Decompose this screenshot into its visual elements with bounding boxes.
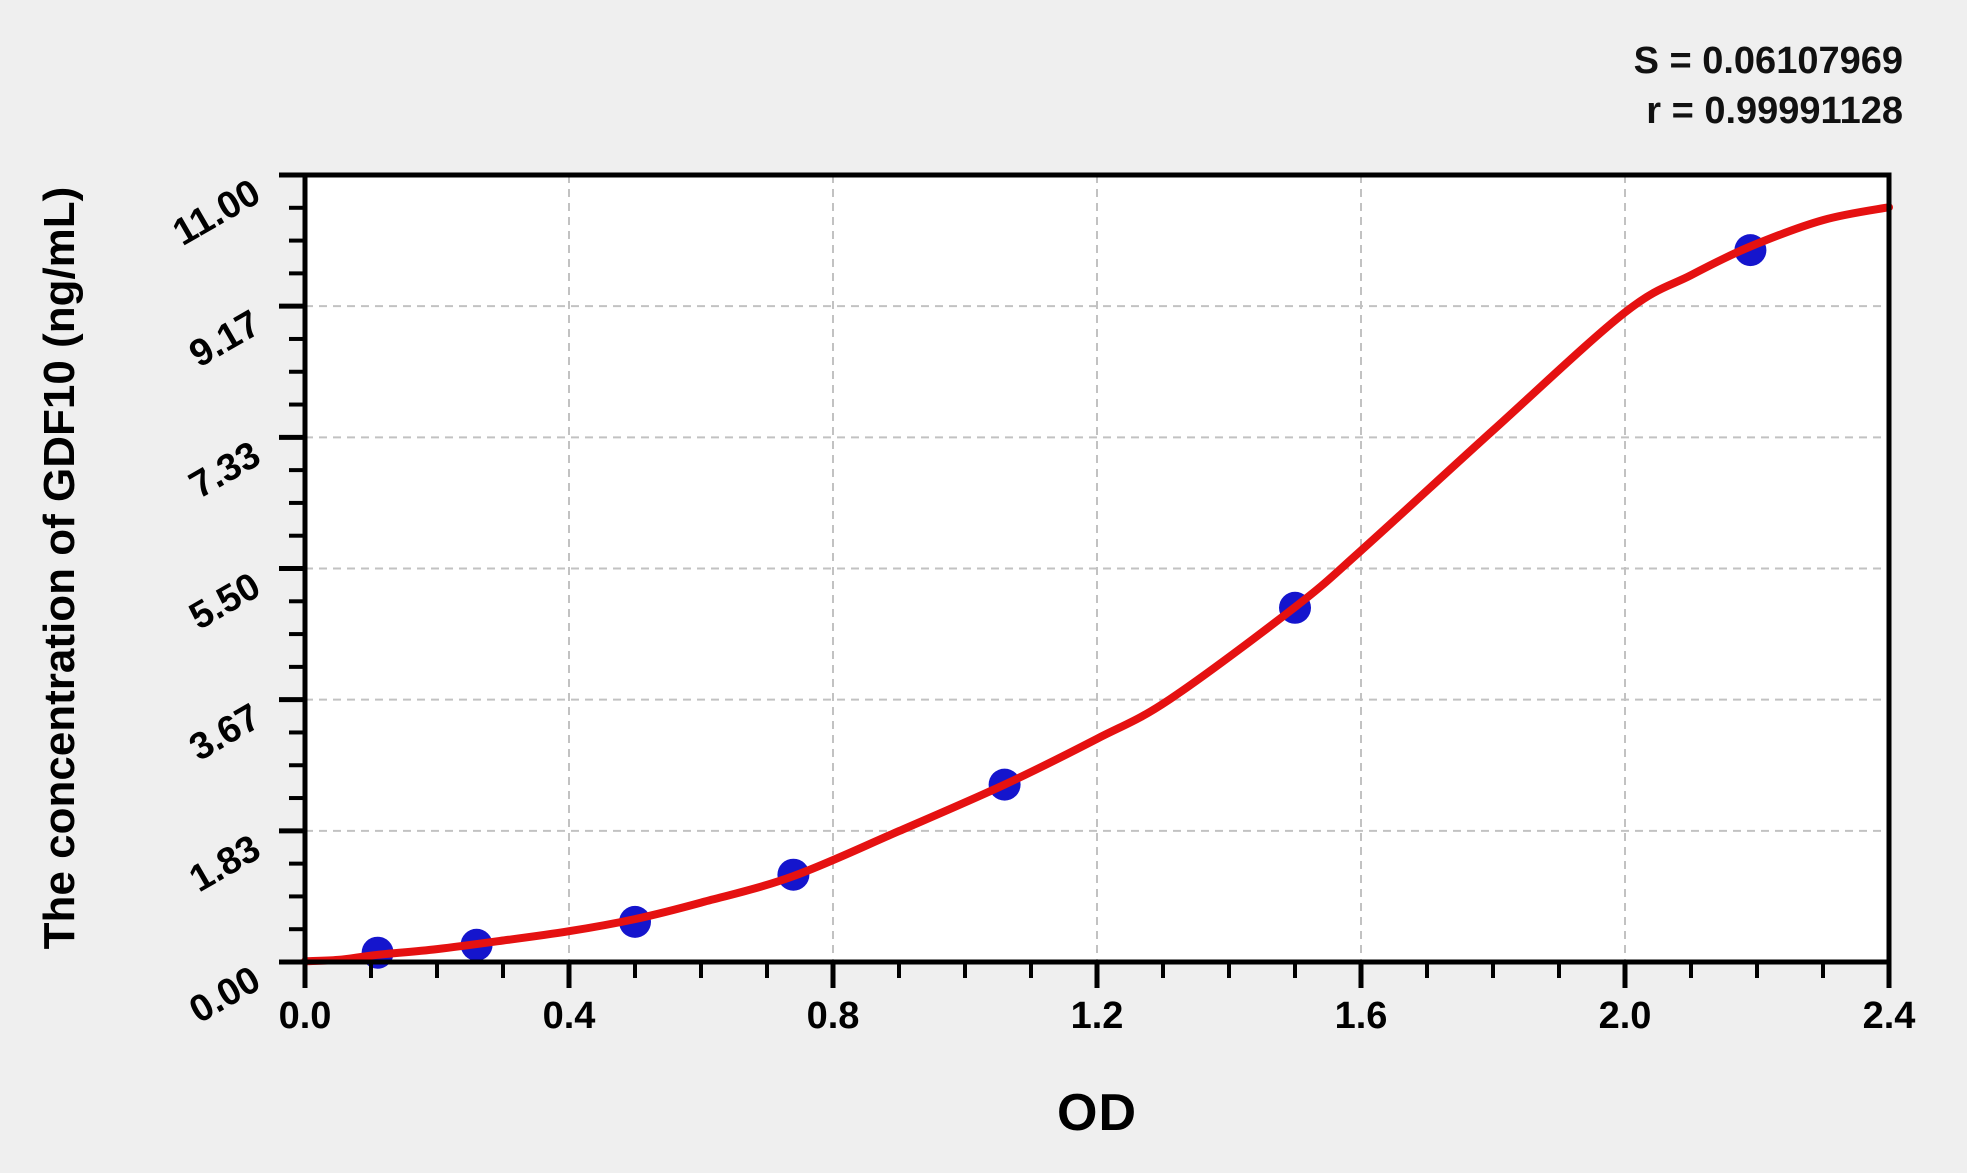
stat-r-value: r = 0.99991128 [1646, 90, 1903, 132]
fit-statistics: S = 0.06107969 r = 0.99991128 [1634, 36, 1903, 136]
y-tick-label: 0.00 [182, 958, 267, 1031]
y-tick-label: 5.50 [182, 565, 267, 638]
x-tick-label: 1.2 [1071, 995, 1124, 1037]
fitted-curve-line [301, 203, 1893, 966]
y-tick-label: 9.17 [182, 303, 267, 376]
x-tick-label: 0.8 [807, 995, 860, 1037]
y-tick-label: 3.67 [182, 696, 267, 769]
x-tick-label: 1.6 [1335, 995, 1388, 1037]
stat-s-value: S = 0.06107969 [1633, 40, 1903, 82]
x-tick-label: 2.4 [1863, 995, 1916, 1037]
x-tick-label: 2.0 [1599, 995, 1652, 1037]
x-tick-label: 0.4 [543, 995, 596, 1037]
y-tick-label: 11.00 [166, 171, 268, 254]
y-tick-label: 1.83 [182, 827, 267, 900]
x-axis-title: OD [1057, 1084, 1137, 1142]
x-tick-label: 0.0 [279, 995, 332, 1037]
y-tick-label: 7.33 [182, 434, 267, 507]
